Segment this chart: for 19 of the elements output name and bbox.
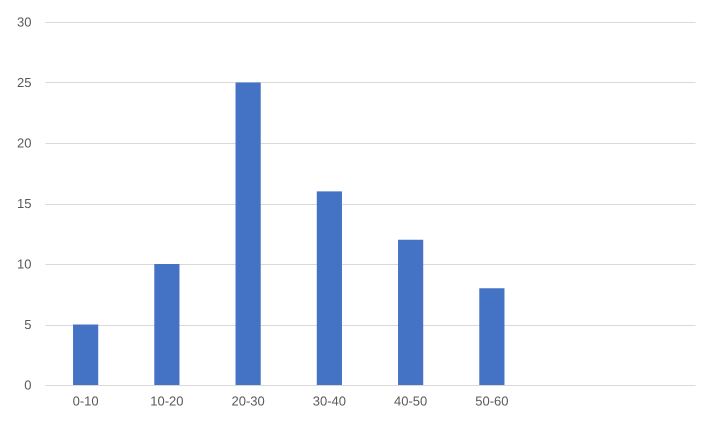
x-tick-label: 30-40 <box>312 394 346 408</box>
bar <box>398 240 424 385</box>
x-tick-label: 50-60 <box>475 394 508 408</box>
x-tick-label: 10-20 <box>150 394 184 408</box>
x-tick-label: 0-10 <box>72 394 99 408</box>
y-tick-label: 30 <box>17 14 32 30</box>
bar <box>479 288 504 385</box>
y-tick-label: 20 <box>17 136 32 150</box>
x-tick-label: 40-50 <box>394 394 428 408</box>
bar <box>154 264 180 385</box>
y-tick-label: 5 <box>24 317 32 332</box>
y-tick-label: 15 <box>17 196 32 211</box>
bar <box>236 82 261 385</box>
bar <box>316 191 342 385</box>
y-tick-label: 25 <box>17 75 32 90</box>
y-tick-label: 0 <box>24 378 32 392</box>
x-tick-label: 20-30 <box>232 394 265 408</box>
y-tick-label: 10 <box>17 256 32 272</box>
bar <box>73 324 98 385</box>
